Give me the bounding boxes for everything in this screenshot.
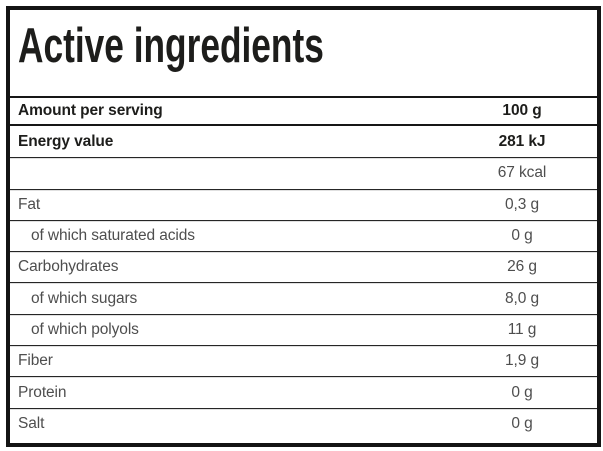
table-row-carbohydrates: Carbohydrates 26 g — [10, 251, 597, 282]
row-value: 26 g — [507, 258, 537, 276]
row-label: of which sugars — [31, 289, 138, 307]
table-row-protein: Protein 0 g — [10, 376, 597, 407]
row-value: 0 g — [511, 227, 533, 245]
title-block: Active ingredients — [10, 10, 597, 96]
nutrition-table: Active ingredients Amount per serving 10… — [6, 6, 601, 447]
header-value: 100 g — [502, 102, 542, 119]
row-value: 1,9 g — [505, 352, 539, 370]
row-label: Protein — [18, 383, 67, 401]
table-row-fat: Fat 0,3 g — [10, 188, 597, 220]
row-value: 11 g — [507, 320, 537, 338]
row-label: Carbohydrates — [18, 258, 119, 276]
table-row-sugars: of which sugars 8,0 g — [10, 282, 597, 313]
table-header-row: Amount per serving 100 g — [10, 96, 597, 126]
row-value: 0 g — [511, 414, 533, 432]
row-value: 281 kJ — [498, 132, 546, 150]
table-row-saturated-acids: of which saturated acids 0 g — [10, 219, 597, 251]
row-label: Fat — [18, 195, 41, 213]
row-label: Fiber — [18, 352, 53, 370]
row-value: 8,0 g — [505, 289, 539, 307]
header-label: Amount per serving — [18, 102, 163, 119]
table-row-polyols: of which polyols 11 g — [10, 313, 597, 345]
table-row-energy-kcal: 67 kcal — [10, 157, 597, 188]
row-label: Salt — [18, 414, 45, 432]
row-value: 67 kcal — [497, 164, 547, 182]
row-value: 0,3 g — [505, 195, 539, 213]
row-label: Energy value — [18, 132, 114, 150]
table-row-energy-kj: Energy value 281 kJ — [10, 126, 597, 157]
table-row-fiber: Fiber 1,9 g — [10, 345, 597, 376]
table-row-salt: Salt 0 g — [10, 407, 597, 439]
row-label: of which saturated acids — [31, 227, 195, 245]
row-value: 0 g — [511, 383, 533, 401]
page-title: Active ingredients — [18, 19, 324, 73]
row-label: of which polyols — [31, 320, 139, 338]
